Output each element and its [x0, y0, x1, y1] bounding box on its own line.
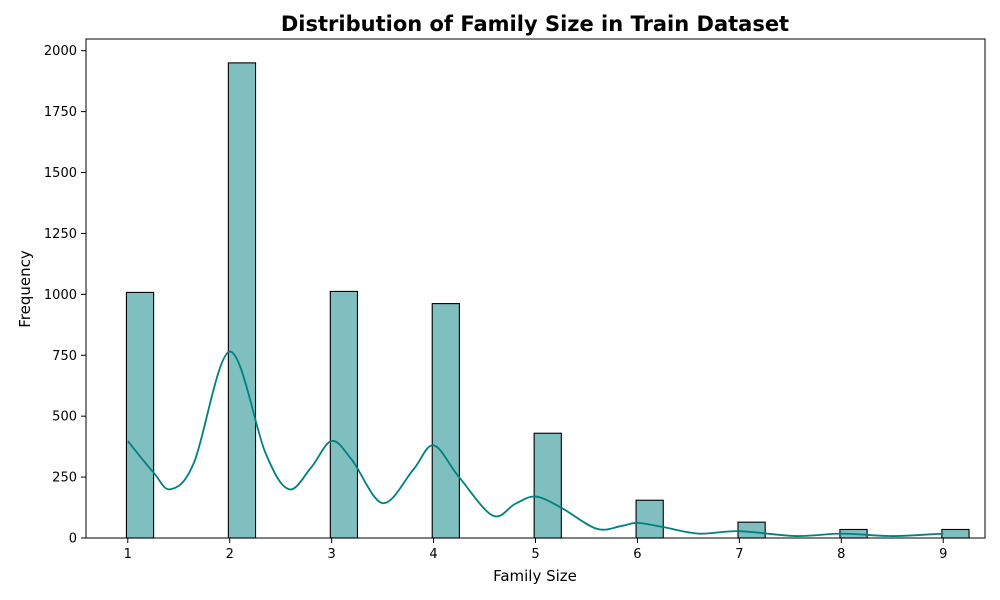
y-tick-label: 750 — [52, 349, 77, 364]
x-axis-label: Family Size — [493, 567, 577, 585]
histogram-bar — [533, 432, 562, 539]
y-tick-label: 1500 — [44, 166, 77, 181]
histogram-bar — [431, 303, 460, 539]
histogram-bar — [737, 521, 766, 539]
histogram-bar — [125, 291, 155, 539]
plot-area: 1 2 3 4 5 6 7 8 9 0 250 500 750 1000 1250 1500 1750 2000 — [44, 38, 986, 562]
y-tick-label: 1250 — [44, 227, 77, 242]
histogram-bar — [635, 499, 664, 539]
x-tick-label: 5 — [531, 547, 539, 562]
x-tick-label: 8 — [837, 547, 845, 562]
y-tick-label: 250 — [52, 471, 77, 486]
histogram-bar — [227, 62, 257, 539]
histogram-bar — [941, 528, 970, 539]
kde-line — [127, 350, 944, 537]
x-tick-label: 2 — [226, 547, 234, 562]
x-tick-label: 1 — [124, 547, 132, 562]
y-tick-label: 1750 — [44, 105, 77, 120]
y-tick-label: 1000 — [44, 288, 77, 303]
x-tick-label: 6 — [633, 547, 641, 562]
x-tick-label: 4 — [429, 547, 437, 562]
histogram-bar — [329, 290, 359, 539]
x-tick-label: 9 — [939, 547, 947, 562]
y-axis-label: Frequency — [16, 250, 34, 328]
y-tick-label: 500 — [52, 410, 77, 425]
y-tick-label: 2000 — [44, 44, 77, 59]
y-tick-label: 0 — [69, 532, 77, 547]
chart-title: Distribution of Family Size in Train Dat… — [281, 12, 789, 36]
x-tick-label: 7 — [735, 547, 743, 562]
x-tick-label: 3 — [328, 547, 336, 562]
